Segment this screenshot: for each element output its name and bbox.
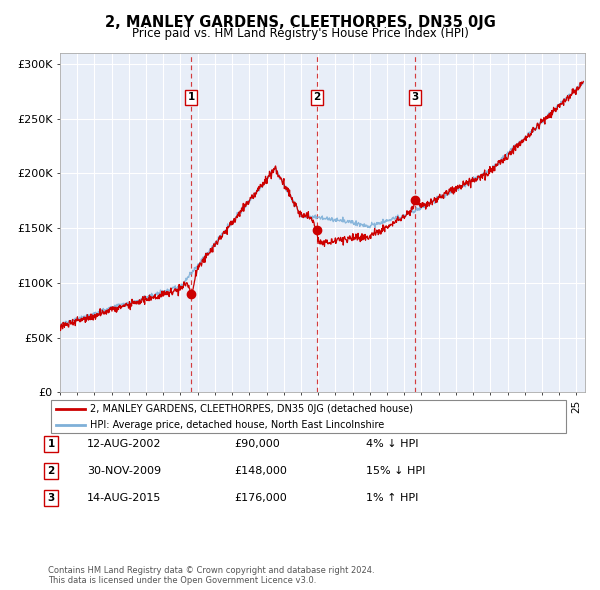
Text: 3: 3: [412, 92, 419, 102]
Text: 1: 1: [188, 92, 195, 102]
Text: £176,000: £176,000: [234, 493, 287, 503]
Text: 15% ↓ HPI: 15% ↓ HPI: [366, 466, 425, 476]
Text: This data is licensed under the Open Government Licence v3.0.: This data is licensed under the Open Gov…: [48, 576, 316, 585]
Text: 2, MANLEY GARDENS, CLEETHORPES, DN35 0JG (detached house): 2, MANLEY GARDENS, CLEETHORPES, DN35 0JG…: [90, 404, 413, 414]
Text: 2, MANLEY GARDENS, CLEETHORPES, DN35 0JG: 2, MANLEY GARDENS, CLEETHORPES, DN35 0JG: [104, 15, 496, 30]
Text: £90,000: £90,000: [234, 439, 280, 448]
Text: Price paid vs. HM Land Registry's House Price Index (HPI): Price paid vs. HM Land Registry's House …: [131, 27, 469, 40]
Text: 2: 2: [47, 466, 55, 476]
Text: 4% ↓ HPI: 4% ↓ HPI: [366, 439, 419, 448]
FancyBboxPatch shape: [50, 400, 566, 433]
Text: £148,000: £148,000: [234, 466, 287, 476]
Text: 2: 2: [313, 92, 320, 102]
Text: 3: 3: [47, 493, 55, 503]
Text: 1% ↑ HPI: 1% ↑ HPI: [366, 493, 418, 503]
Text: 1: 1: [47, 439, 55, 448]
Text: 12-AUG-2002: 12-AUG-2002: [87, 439, 161, 448]
Text: 14-AUG-2015: 14-AUG-2015: [87, 493, 161, 503]
Text: Contains HM Land Registry data © Crown copyright and database right 2024.: Contains HM Land Registry data © Crown c…: [48, 566, 374, 575]
Text: HPI: Average price, detached house, North East Lincolnshire: HPI: Average price, detached house, Nort…: [90, 420, 384, 430]
Text: 30-NOV-2009: 30-NOV-2009: [87, 466, 161, 476]
